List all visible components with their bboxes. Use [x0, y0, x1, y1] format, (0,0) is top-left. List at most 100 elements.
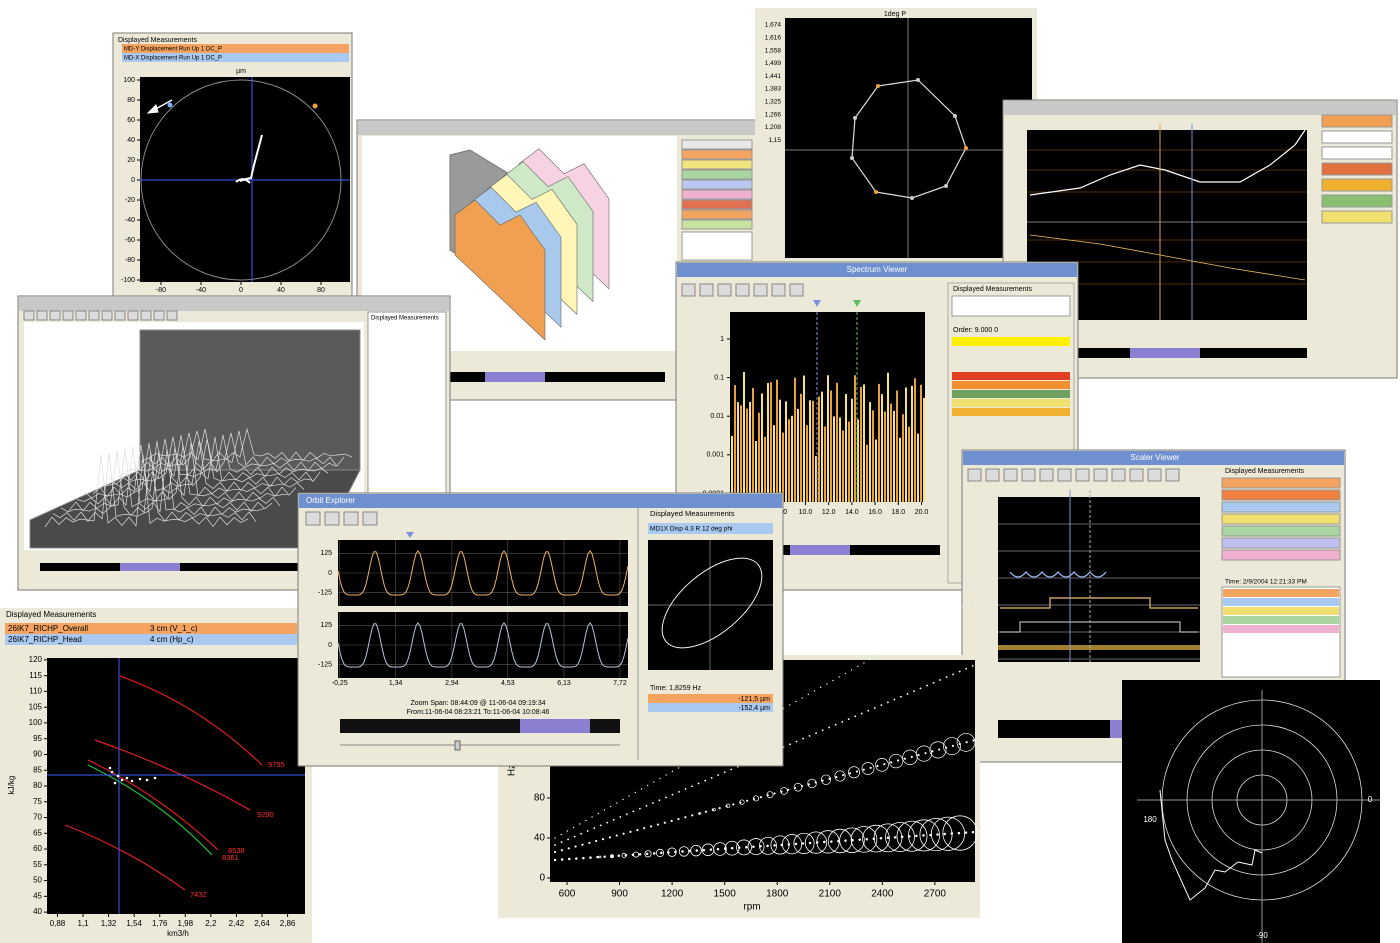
spectrum-bar [755, 441, 757, 502]
amplitude-circle [816, 830, 840, 854]
spectrum-bar [797, 408, 799, 502]
spectrum-bar [836, 382, 838, 502]
row-unit: 3 cm (V_1_c) [150, 624, 198, 633]
scrub-range [520, 719, 590, 733]
x-tick-label: 10.0 [799, 509, 813, 516]
performance-curve [64, 824, 186, 891]
amplitude-circle [655, 848, 665, 858]
spectrum-bar [752, 388, 754, 502]
time-label: Time: 1,8259 Hz [650, 685, 702, 692]
spectrum-bar [746, 408, 748, 502]
panel-header: Displayed Measurements [6, 610, 96, 619]
curve-label: 9755 [268, 760, 285, 769]
spectrum-bar [911, 385, 913, 502]
scrub-bar [40, 563, 440, 571]
x-tick-label: 7,72 [613, 680, 627, 687]
scrub-range [485, 372, 545, 382]
toolbar-button [88, 310, 100, 321]
toolbar-button [1057, 468, 1072, 482]
window-title: Scaler Viewer [1130, 453, 1180, 462]
spectrum-bar [800, 393, 802, 502]
operating-point [125, 776, 129, 780]
amplitude-circle [621, 852, 627, 858]
spectrum-bar [830, 390, 832, 502]
vertex [944, 184, 948, 188]
toolbar-button [967, 468, 982, 482]
list-row [1221, 525, 1341, 537]
amplitude-circle [834, 770, 846, 782]
y-tick-label: -80 [125, 257, 135, 264]
list-row [952, 337, 1070, 346]
y-tick-label: 1,616 [765, 35, 782, 42]
performance-curve [87, 764, 213, 856]
spectrum-bar [920, 384, 922, 502]
spectrum-bar [749, 401, 751, 502]
toolbar-button [153, 310, 165, 321]
list-row [1221, 549, 1341, 561]
orbit-trace [661, 557, 763, 649]
angle-label: 0 [1368, 795, 1373, 804]
x-tick-label: 2,94 [445, 680, 459, 687]
spectrum-bar [791, 415, 793, 502]
y-axis-label: kJ/kg [7, 776, 16, 795]
y-tick-label: 125 [320, 550, 332, 557]
toolbar-button [1021, 468, 1036, 482]
toolbar-button [1039, 468, 1054, 482]
panel-header: Displayed Measurements [953, 286, 1032, 293]
spectrum-bar [785, 401, 787, 502]
list-row [5, 623, 297, 634]
time-range: From:11-06-04 08:23:21 To:11-06-04 10:08… [407, 709, 550, 716]
spectrum-bar [842, 430, 844, 502]
toolbar-button [101, 310, 113, 321]
spectrum-bar [827, 375, 829, 502]
operating-point [138, 777, 142, 781]
amplitude-circle [644, 850, 652, 858]
x-tick-label: 20.0 [915, 509, 929, 516]
x-tick-label: 1,1 [77, 919, 89, 928]
list-row [1321, 130, 1393, 144]
amplitude-circle [850, 826, 878, 853]
angle-label: -90 [1256, 931, 1268, 940]
performance-curve [94, 739, 251, 811]
y-tick-label: 65 [33, 828, 42, 837]
x-tick-label: 1500 [714, 889, 737, 900]
amplitude-circle [915, 745, 933, 762]
waterfall-trace [132, 432, 337, 473]
title-bar [299, 494, 782, 508]
x-axis-label: rpm [743, 902, 760, 913]
marker [312, 103, 318, 109]
list-row [681, 189, 753, 200]
toolbar-button [771, 283, 786, 297]
list-row [681, 169, 753, 180]
y-tick-label: 0 [131, 177, 135, 184]
list-row [1321, 194, 1393, 208]
vertex [916, 78, 920, 82]
list-row [1321, 210, 1393, 224]
waveform [337, 622, 629, 668]
amplitude-circle [873, 823, 903, 853]
plot-area [1122, 680, 1380, 943]
spectrum-bar [815, 455, 817, 502]
amplitude-circle [781, 834, 803, 855]
list-row [681, 209, 753, 220]
amplitude-circle [667, 847, 677, 857]
amplitude-circle [943, 737, 961, 756]
performance-curve [87, 759, 219, 851]
reading: -152,4 µm [738, 705, 770, 712]
y-tick-label: 1,383 [765, 86, 782, 93]
x-tick-label: 1800 [766, 889, 789, 900]
toolbar-button [1003, 468, 1018, 482]
toolbar-button [735, 283, 750, 297]
toolbar-button [362, 511, 378, 526]
y-tick-label: -60 [125, 237, 135, 244]
toolbar-button [753, 283, 768, 297]
list-row [1223, 616, 1339, 624]
spectrum-bar [851, 398, 853, 502]
y-tick-label: -125 [318, 589, 332, 596]
x-tick-label: 4,53 [501, 680, 515, 687]
spectrum-bar [878, 383, 880, 502]
toolbar-button [717, 283, 732, 297]
spectrum-bar [761, 393, 763, 502]
arrow-head [146, 104, 159, 114]
spectrum-bar [812, 400, 814, 502]
